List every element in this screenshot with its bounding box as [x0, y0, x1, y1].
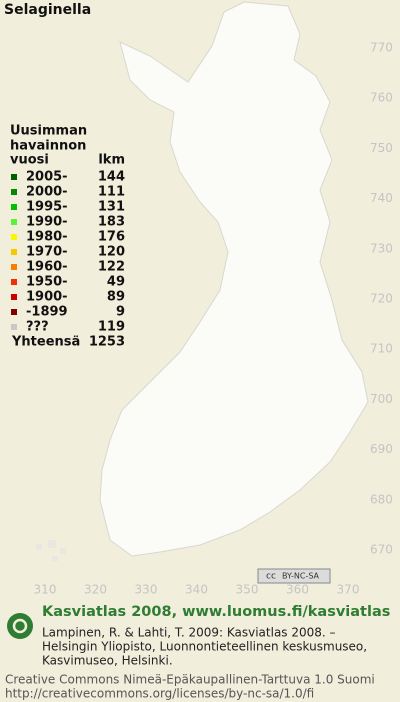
legend-column: lkm — [98, 153, 125, 168]
legend-label: -1899 — [26, 305, 68, 320]
map-title: Selaginella — [4, 2, 91, 18]
y-grid-label: 770 — [370, 41, 393, 55]
license-url: http://creativecommons.org/licenses/by-n… — [5, 687, 314, 701]
legend-count: 119 — [98, 320, 125, 335]
badge-box — [257, 568, 331, 584]
badge-license: BY-NC-SA — [282, 572, 320, 581]
legend-swatch — [11, 279, 17, 285]
legend-swatch — [11, 294, 17, 300]
legend-swatch — [11, 264, 17, 270]
y-grid-label: 700 — [370, 392, 393, 406]
legend: Uusimman havainnon vuosi lkm 2005- 144 200… — [10, 124, 125, 350]
cc-badge: cc BY-NC-SA — [257, 568, 331, 584]
y-grid-label: 680 — [370, 492, 393, 506]
x-grid-label: 340 — [185, 583, 208, 597]
y-grid-label: 740 — [370, 191, 393, 205]
logo-spiral — [12, 618, 28, 634]
x-grid-label: 320 — [84, 583, 107, 597]
legend-label: 1995- — [26, 200, 68, 215]
citation: Kasvimuseo, Helsinki. — [42, 654, 173, 668]
y-grid-label: 720 — [370, 292, 393, 306]
legend-count: 144 — [98, 170, 125, 185]
legend-heading: havainnon — [10, 139, 86, 154]
y-grid-label: 670 — [370, 543, 393, 557]
legend-label: 1970- — [26, 245, 68, 260]
legend-count: 89 — [107, 290, 125, 305]
legend-count: 111 — [98, 185, 125, 200]
x-grid-label: 350 — [236, 583, 259, 597]
citation: Lampinen, R. & Lahti, T. 2009: Kasviatla… — [42, 626, 336, 640]
finland-map — [99, 1, 369, 557]
legend-column: vuosi — [10, 153, 49, 168]
axis-labels: 770 760 750 740 730 720 710 700 690 680 670 310 320 3… — [34, 41, 393, 597]
legend-count: 9 — [116, 305, 125, 320]
legend-label: 2005- — [26, 170, 68, 185]
badge-cc: cc — [266, 572, 276, 582]
legend-swatch — [11, 189, 17, 195]
legend-swatch — [11, 219, 17, 225]
citation: Helsingin Yliopisto, Luonnontieteellinen… — [42, 640, 367, 654]
legend-total-label: Yhteensä — [11, 335, 80, 350]
legend-heading: Uusimman — [10, 124, 87, 139]
legend-swatch — [11, 249, 17, 255]
legend-label: 1900- — [26, 290, 68, 305]
x-grid-label: 360 — [286, 583, 309, 597]
legend-swatch — [11, 234, 17, 240]
x-grid-label: 330 — [135, 583, 158, 597]
y-grid-label: 760 — [370, 91, 393, 105]
aland-islands — [36, 540, 66, 561]
logo-circle — [7, 613, 33, 639]
legend-label: ??? — [26, 320, 49, 335]
y-grid-label: 730 — [370, 241, 393, 255]
legend-count: 131 — [98, 200, 125, 215]
legend-label: 1950- — [26, 275, 68, 290]
legend-count: 49 — [107, 275, 125, 290]
legend-count: 120 — [98, 245, 125, 260]
y-grid-label: 710 — [370, 342, 393, 356]
legend-label: 1990- — [26, 215, 68, 230]
legend-total: 1253 — [89, 335, 125, 350]
y-grid-label: 750 — [370, 141, 393, 155]
legend-label: 1980- — [26, 230, 68, 245]
legend-count: 122 — [98, 260, 125, 275]
legend-count: 183 — [98, 215, 125, 230]
legend-swatch — [11, 324, 17, 330]
logo — [7, 613, 33, 639]
x-grid-label: 310 — [34, 583, 57, 597]
brand: Kasviatlas 2008, www.luomus.fi/kasviatla… — [42, 604, 390, 620]
legend-swatch — [11, 204, 17, 210]
x-grid-label: 370 — [337, 583, 360, 597]
legend-label: 1960- — [26, 260, 68, 275]
y-grid-label: 690 — [370, 442, 393, 456]
legend-swatch — [11, 309, 17, 315]
legend-label: 2000- — [26, 185, 68, 200]
legend-count: 176 — [98, 230, 125, 245]
legend-swatch — [11, 174, 17, 180]
license-text: Creative Commons Nimeä-Epäkaupallinen-Ta… — [5, 673, 375, 687]
